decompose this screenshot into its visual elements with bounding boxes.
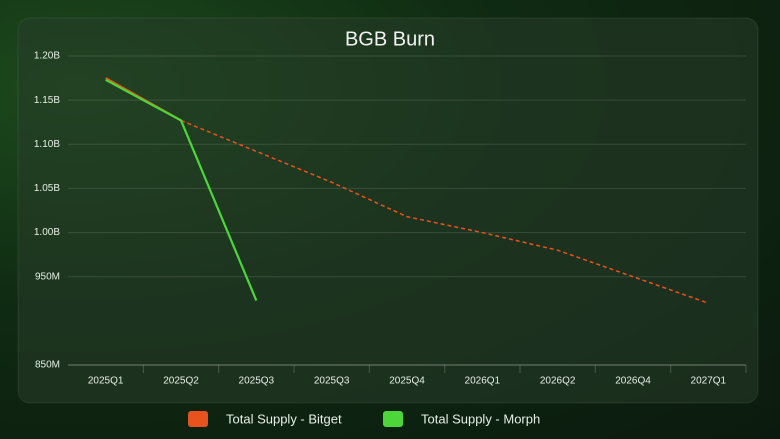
x-tick-label: 2026Q4	[615, 376, 651, 387]
legend-label: Total Supply - Bitget	[226, 411, 342, 426]
x-tick-label: 2025Q1	[88, 376, 124, 387]
chart-title: BGB Burn	[345, 28, 435, 50]
y-tick-label: 1.05B	[34, 183, 60, 194]
panel	[17, 17, 759, 404]
x-tick-label: 2027Q1	[691, 376, 727, 387]
legend-swatch	[383, 411, 403, 427]
y-tick-label: 1.10B	[34, 139, 60, 150]
legend-swatch	[188, 411, 208, 427]
x-tick-label: 2026Q1	[465, 376, 501, 387]
x-tick-label: 2026Q2	[540, 376, 576, 387]
y-tick-label: 850M	[35, 360, 60, 371]
legend-label: Total Supply - Morph	[421, 411, 540, 426]
y-tick-label: 1.00B	[34, 227, 60, 238]
y-tick-label: 950M	[35, 271, 60, 282]
series-line	[105, 78, 258, 301]
x-tick-label: 2025Q4	[389, 376, 425, 387]
y-tick-label: 1.20B	[34, 51, 60, 62]
x-tick-label: 2025Q2	[163, 376, 199, 387]
series-line-dashed	[180, 119, 709, 304]
x-tick-label: 2025Q3	[239, 376, 275, 387]
y-tick-label: 1.15B	[34, 95, 60, 106]
x-tick-label: 2025Q3	[314, 376, 350, 387]
